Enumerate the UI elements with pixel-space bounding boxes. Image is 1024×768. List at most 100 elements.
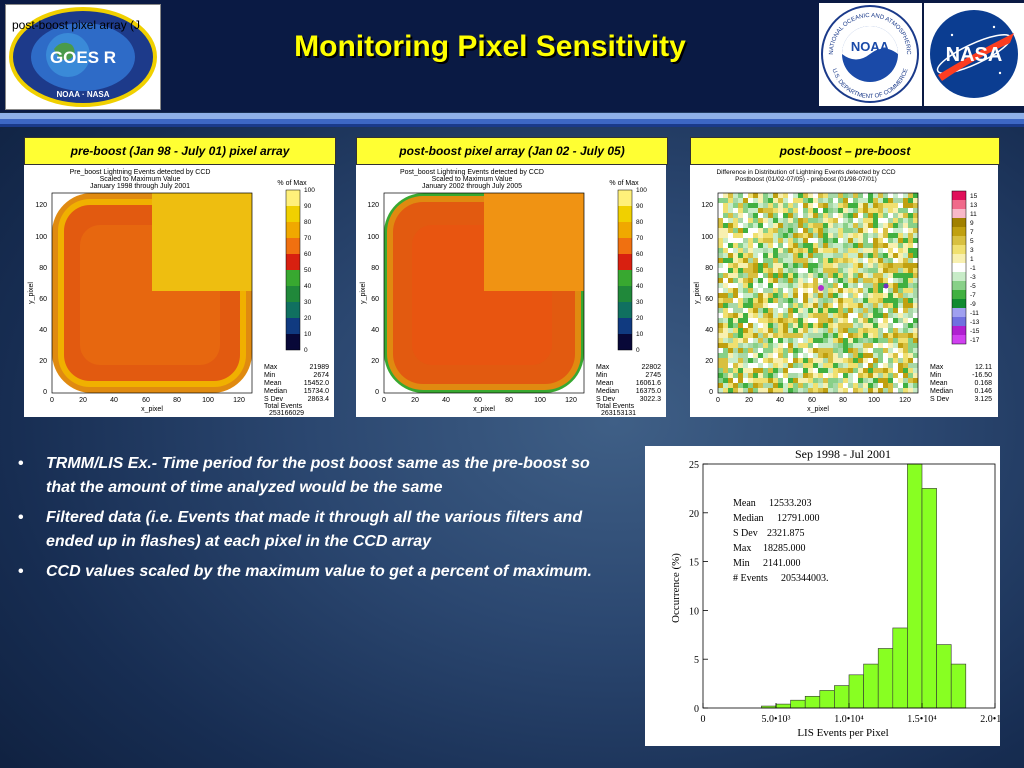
y-tick-label: 40 <box>39 327 47 334</box>
colorbar-tick-label: 7 <box>970 229 974 236</box>
stat-key: S Dev <box>264 396 284 403</box>
total-events-label: Total Events <box>596 403 635 410</box>
x-axis-label: x_pixel <box>807 406 829 413</box>
colorbar-tick-label: 1 <box>970 256 974 263</box>
header-stripe-light <box>0 113 1024 119</box>
header-stripe-mid <box>0 119 1024 124</box>
colorbar-tick-label: 80 <box>304 219 312 226</box>
stat-value: 2321.875 <box>767 528 805 539</box>
stat-value: 2141.000 <box>763 558 801 569</box>
stat-key: Min <box>264 372 275 379</box>
y-tick-label: 100 <box>367 234 379 241</box>
x-tick-label: 80 <box>839 397 847 404</box>
x-tick-label: 40 <box>110 397 118 404</box>
legend-title: % of Max <box>277 180 307 187</box>
stat-value: 16061.6 <box>636 380 661 387</box>
stat-key: Mean <box>264 380 282 387</box>
x-axis-label: LIS Events per Pixel <box>797 727 888 739</box>
x-axis-label: x_pixel <box>141 406 163 413</box>
y-tick-label: 0 <box>375 389 379 396</box>
stat-value: 2745 <box>645 372 661 379</box>
panel-label-pre-boost: pre-boost (Jan 98 - July 01) pixel array <box>24 137 336 165</box>
colorbar-tick-label: 90 <box>304 203 312 210</box>
bullet-marker: • <box>18 563 24 580</box>
y-axis: 120 100 80 60 40 20 0 y_pixel <box>28 202 47 396</box>
bullet-item: • TRMM/LIS Ex.- Time period for the post … <box>18 452 618 500</box>
colorbar-tick-label: 100 <box>304 187 315 194</box>
colorbar-tick-label: 30 <box>304 299 312 306</box>
difference-heatmap-panel: Difference in Distribution of Lightning … <box>690 165 998 417</box>
stats-block: Max 21989 Min 2674 Mean 15452.0 Median 1… <box>264 364 329 417</box>
stat-value: 12791.000 <box>777 513 820 524</box>
colorbar-tick-label: -13 <box>970 319 980 326</box>
colorbar-tick-label: 11 <box>970 211 977 218</box>
colorbar <box>617 189 633 351</box>
heatmap-image <box>717 192 919 394</box>
stat-value: 2674 <box>313 372 329 379</box>
y-tick-label: 40 <box>705 327 713 334</box>
colorbar-tick-label: -3 <box>970 274 976 281</box>
x-tick-label: 0 <box>382 397 386 404</box>
stat-value: 18285.000 <box>763 543 806 554</box>
x-tick-label: 120 <box>233 397 245 404</box>
y-tick-label: 80 <box>705 265 713 272</box>
x-tick-label: 120 <box>899 397 911 404</box>
x-tick-label: 80 <box>173 397 181 404</box>
bullet-item: • Filtered data (i.e. Events that made it… <box>18 506 618 554</box>
stat-key: Median <box>596 388 619 395</box>
colorbar-tick-label: 0 <box>304 347 308 354</box>
y-axis-label: y_pixel <box>360 282 367 304</box>
stat-key: Max <box>264 364 278 371</box>
histogram-bar <box>819 690 835 709</box>
stat-key: S Dev <box>733 528 758 539</box>
histogram-axes: 0 5 10 15 20 25 0 5.0•10³ 1.0•10⁴ 1.5•10⁴ 2.0•10⁴ <box>689 460 1000 725</box>
histogram-bar <box>790 699 806 709</box>
noaa-logo-text: NOAA <box>851 39 890 54</box>
x-tick-label: 0 <box>716 397 720 404</box>
x-axis: 0 20 40 60 80 100 120 x_pixel <box>50 397 245 413</box>
histogram-bar <box>775 703 791 709</box>
x-tick-label: 5.0•10³ <box>762 714 791 725</box>
histogram-stats: Mean 12533.203 Median 12791.000 S Dev 23… <box>733 498 829 584</box>
colorbar-tick-label: -1 <box>970 265 976 272</box>
bullet-text: CCD values scaled by the maximum value t… <box>46 563 592 580</box>
x-tick-label: 20 <box>411 397 419 404</box>
colorbar-tick-label: -11 <box>970 310 979 317</box>
colorbar-tick-label: 10 <box>304 331 312 338</box>
y-tick-label: 80 <box>39 265 47 272</box>
bullet-item: • CCD values scaled by the maximum value … <box>18 560 618 584</box>
stat-value: 12533.203 <box>769 498 812 509</box>
stat-key: Min <box>596 372 607 379</box>
nasa-logo: NASA <box>924 3 1024 106</box>
y-tick-label: 60 <box>705 296 713 303</box>
plot-title-line-2: Scaled to Maximum Value <box>100 176 181 183</box>
colorbar-tick-label: 90 <box>636 203 644 210</box>
plot-title-line-1: Pre_boost Lightning Events detected by C… <box>70 169 211 176</box>
colorbar-tick-label: -17 <box>970 337 980 344</box>
panel-label-difference: post-boost – pre-boost <box>690 137 1000 165</box>
y-tick-label: 120 <box>35 202 47 209</box>
colorbar-tick-label: 5 <box>970 238 974 245</box>
x-tick-label: 0 <box>50 397 54 404</box>
histogram-bar <box>907 463 923 709</box>
stat-value: 21989 <box>310 364 330 371</box>
stat-value: 205344003. <box>781 573 829 584</box>
y-tick-label: 80 <box>371 265 379 272</box>
colorbar-tick-label: 10 <box>636 331 644 338</box>
colorbar-tick-label: 40 <box>304 283 312 290</box>
x-tick-label: 60 <box>808 397 816 404</box>
stat-value: 3.125 <box>974 396 992 403</box>
x-tick-label: 60 <box>474 397 482 404</box>
y-tick-label: 0 <box>694 704 699 715</box>
colorbar-tick-label: 20 <box>304 315 312 322</box>
x-tick-label: 40 <box>442 397 450 404</box>
colorbar-tick-label: 0 <box>636 347 640 354</box>
x-axis: 0 20 40 60 80 100 120 x_pixel <box>716 397 911 413</box>
stat-value: -16.50 <box>972 372 992 379</box>
x-tick-label: 100 <box>534 397 546 404</box>
stat-key: Mean <box>596 380 614 387</box>
x-axis-label: x_pixel <box>473 406 495 413</box>
y-tick-label: 100 <box>701 234 713 241</box>
colorbar-tick-label: 60 <box>304 251 312 258</box>
overlay-fragment-text: post-boost pixel array (J <box>12 18 141 32</box>
